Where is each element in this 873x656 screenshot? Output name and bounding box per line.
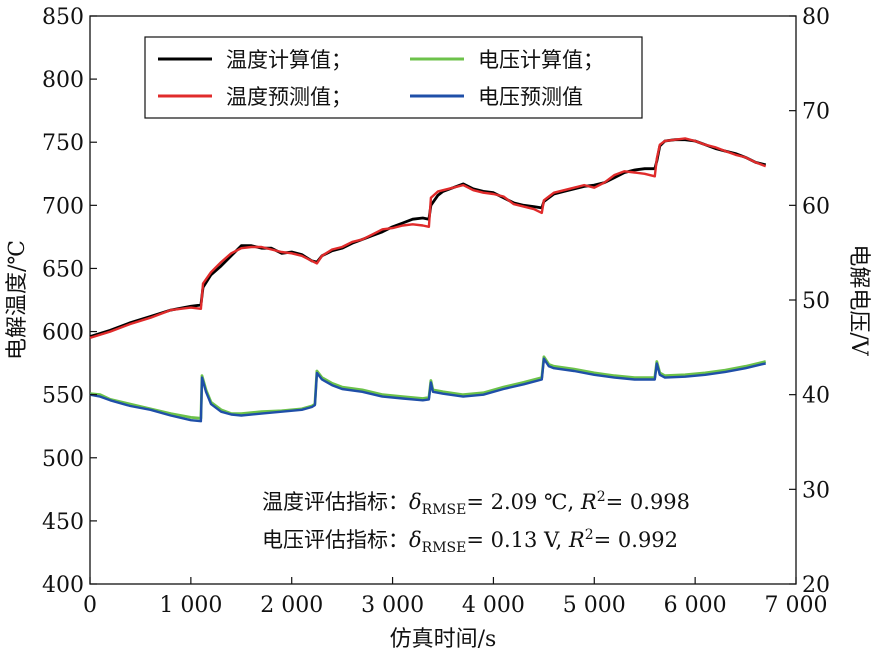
metric-temp-label: 温度评估指标：: [262, 490, 409, 514]
x-tick-label: 2 000: [260, 593, 323, 618]
y-left-tick-label: 850: [42, 5, 84, 30]
y-left-tick-label: 550: [42, 384, 84, 409]
legend-label-volt-calc: 电压计算值；: [478, 48, 604, 72]
y-right-tick-label: 20: [802, 573, 830, 598]
legend: 温度计算值； 电压计算值； 温度预测值； 电压预测值: [144, 36, 643, 119]
y-left-tick-label: 750: [42, 131, 84, 156]
x-tick-label: 4 000: [462, 593, 525, 618]
y-axis-left: 400 450 500 550 600 650 700 750 800 850: [42, 5, 97, 598]
y-left-tick-label: 500: [42, 447, 84, 472]
metric-volt: 电压评估指标：δRMSE= 0.13 V, R2= 0.992: [262, 527, 678, 556]
metric-volt-r-sup: 2: [585, 527, 594, 543]
x-tick-label: 3 000: [361, 593, 424, 618]
x-tick-label: 5 000: [563, 593, 626, 618]
y-left-tick-label: 600: [42, 321, 84, 346]
y-right-tick-label: 30: [802, 478, 830, 503]
legend-label-volt-pred: 电压预测值: [478, 85, 583, 109]
y-left-tick-label: 400: [42, 573, 84, 598]
x-axis: 0 1 000 2 000 3 000 4 000 5 000 6 000 7 000: [83, 577, 827, 618]
metric-volt-delta-sub: RMSE: [422, 540, 467, 556]
series-line-3: [89, 357, 766, 423]
metric-volt-delta-value: = 0.13 V,: [466, 528, 562, 552]
y-right-tick-label: 70: [802, 100, 830, 125]
y-left-tick-label: 650: [42, 257, 84, 282]
x-tick-label: 6 000: [664, 593, 727, 618]
legend-label-temp-pred: 温度预测值；: [226, 85, 352, 109]
y-right-tick-label: 40: [802, 384, 830, 409]
series-line-1: [89, 137, 767, 340]
metric-temp: 温度评估指标：δRMSE= 2.09 ℃, R2= 0.998: [262, 489, 690, 518]
metric-volt-label: 电压评估指标：: [262, 528, 409, 552]
y-axis-left-title: 电解温度/℃: [5, 240, 30, 360]
metric-temp-delta-symbol: δ: [409, 490, 422, 514]
y-axis-right-title: 电解电压/V: [846, 244, 871, 356]
metric-volt-r2-value: = 0.992: [594, 528, 678, 552]
y-axis-right: 20 30 40 50 60 70 80: [789, 5, 830, 598]
metric-temp-r-sup: 2: [597, 489, 606, 505]
metric-temp-delta-value: = 2.09 ℃,: [466, 490, 574, 514]
metric-temp-delta-sub: RMSE: [422, 502, 467, 518]
legend-label-temp-calc: 温度计算值；: [226, 48, 352, 72]
metric-volt-delta-symbol: δ: [409, 528, 422, 552]
metric-volt-r-symbol: R: [562, 528, 585, 552]
y-left-tick-label: 800: [42, 68, 84, 93]
metric-temp-r2-value: = 0.998: [606, 490, 690, 514]
metrics-annotation: 温度评估指标：δRMSE= 2.09 ℃, R2= 0.998 电压评估指标：δ…: [262, 489, 690, 556]
x-axis-title: 仿真时间/s: [390, 627, 497, 652]
y-right-tick-label: 50: [802, 289, 830, 314]
y-left-tick-label: 700: [42, 194, 84, 219]
legend-box: [144, 36, 643, 119]
y-right-tick-label: 60: [802, 194, 830, 219]
y-right-tick-label: 80: [802, 5, 830, 30]
metric-temp-r-symbol: R: [574, 490, 597, 514]
x-tick-label: 0: [83, 593, 97, 618]
series-line-2: [89, 355, 767, 420]
x-tick-label: 7 000: [765, 593, 828, 618]
y-left-tick-label: 450: [42, 510, 84, 535]
x-tick-label: 1 000: [159, 593, 222, 618]
series-layer: [89, 137, 767, 423]
